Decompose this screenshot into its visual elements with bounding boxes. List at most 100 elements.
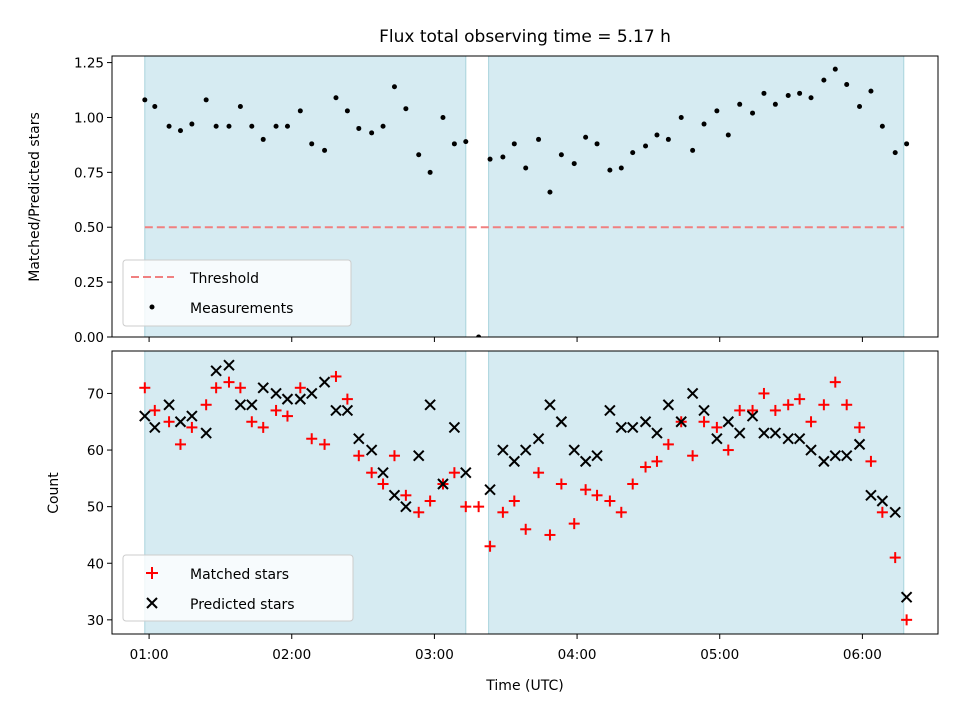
measurement-point [487, 156, 493, 162]
predicted-star-point [246, 399, 258, 411]
measurement-point [203, 97, 209, 103]
measurement-point [690, 147, 696, 153]
measurement-point [451, 141, 457, 147]
matched-star-point [544, 529, 556, 541]
predicted-star-point [294, 393, 307, 405]
predicted-star-point [484, 483, 496, 496]
legend-predicted-label: Predicted stars [190, 597, 295, 613]
measurement-point [440, 114, 446, 120]
matched-star-point [805, 416, 817, 428]
bottom-legend: Matched stars Predicted stars [122, 554, 354, 622]
predicted-star-point [876, 495, 889, 507]
chart-title: Flux total observing time = 5.17 h [379, 27, 671, 47]
matched-star-point [865, 455, 877, 467]
predicted-star-point [793, 433, 806, 445]
predicted-star-point [604, 404, 616, 417]
measurement-point [714, 108, 720, 114]
measurement-point [500, 154, 506, 160]
matched-star-point [651, 455, 663, 467]
matched-star-point [139, 382, 151, 394]
shaded-interval [488, 351, 905, 634]
measurement-point [463, 139, 469, 145]
measurement-point [297, 108, 303, 114]
predicted-star-point [437, 478, 449, 490]
measurement-point [142, 97, 148, 103]
predicted-star-point [377, 466, 389, 479]
bottom-legend-box [122, 554, 354, 622]
predicted-star-point [306, 387, 318, 400]
measurement-point [427, 169, 433, 175]
bottom-points [139, 359, 913, 626]
predicted-star-point [223, 359, 235, 371]
predicted-star-point [568, 444, 580, 456]
matched-star-point [270, 404, 282, 416]
measurement-point [189, 121, 195, 127]
predicted-star-point [353, 433, 365, 445]
predicted-star-point [853, 438, 866, 451]
predicted-star-point [544, 399, 556, 411]
predicted-star-point [889, 506, 901, 519]
measurement-point [868, 88, 874, 94]
legend-predicted-swatch [146, 597, 158, 609]
measurement-point [391, 84, 397, 90]
legend-measurements-swatch [149, 304, 155, 310]
legend-matched-swatch [146, 567, 158, 579]
matched-star-point [473, 501, 485, 513]
predicted-star-point [698, 404, 710, 417]
legend-matched-label: Matched stars [190, 567, 289, 583]
predicted-star-point [139, 410, 151, 422]
y-tick-label: 0.75 [74, 165, 104, 181]
matched-star-point [662, 438, 674, 450]
measurement-point [892, 150, 898, 156]
measurement-point [785, 93, 791, 99]
measurement-point [523, 165, 529, 171]
measurement-point [380, 123, 386, 129]
measurement-point [226, 123, 232, 129]
matched-star-point [568, 518, 580, 530]
matched-star-point [234, 382, 246, 394]
measurement-point [511, 141, 517, 147]
measurement-point [356, 125, 362, 131]
predicted-star-point [281, 393, 294, 405]
matched-star-point [281, 410, 293, 422]
predicted-star-point [532, 433, 545, 445]
predicted-star-point [782, 433, 794, 445]
predicted-star-point [639, 416, 652, 428]
predicted-star-point [769, 427, 782, 439]
predicted-star-point [840, 450, 853, 462]
matched-star-point [223, 376, 235, 388]
measurement-point [369, 130, 375, 136]
matched-star-point [246, 416, 258, 428]
predicted-star-point [722, 416, 734, 428]
predicted-star-point [210, 365, 222, 377]
predicted-star-point [174, 416, 187, 428]
y-tick-label: 70 [87, 386, 104, 402]
matched-star-point [413, 506, 425, 518]
matched-star-point [294, 382, 306, 394]
predicted-star-point [675, 416, 687, 428]
predicted-star-point [424, 399, 436, 411]
measurement-point [797, 90, 803, 96]
matched-star-point [889, 552, 901, 564]
predicted-star-point [400, 500, 412, 513]
matched-star-point [306, 433, 318, 445]
predicted-star-point [163, 399, 175, 411]
y-tick-label: 0.50 [74, 220, 104, 236]
matched-star-point [210, 382, 222, 394]
predicted-star-point [591, 450, 603, 462]
top-axes-frame [111, 55, 939, 338]
predicted-star-point [341, 404, 354, 417]
measurement-point [322, 147, 328, 153]
measurement-point [237, 103, 243, 109]
measurement-point [618, 165, 624, 171]
top-shaded-regions [144, 56, 905, 337]
measurement-point [904, 141, 910, 147]
bottom-y-ticks: 30 40 50 60 70 [87, 386, 112, 629]
measurement-point [536, 136, 542, 142]
y-tick-label: 30 [87, 613, 104, 629]
matched-star-point [794, 393, 806, 405]
predicted-star-point [330, 404, 342, 417]
measurement-point [260, 136, 266, 142]
matched-star-point [319, 438, 331, 450]
bottom-axes-frame [111, 350, 939, 635]
